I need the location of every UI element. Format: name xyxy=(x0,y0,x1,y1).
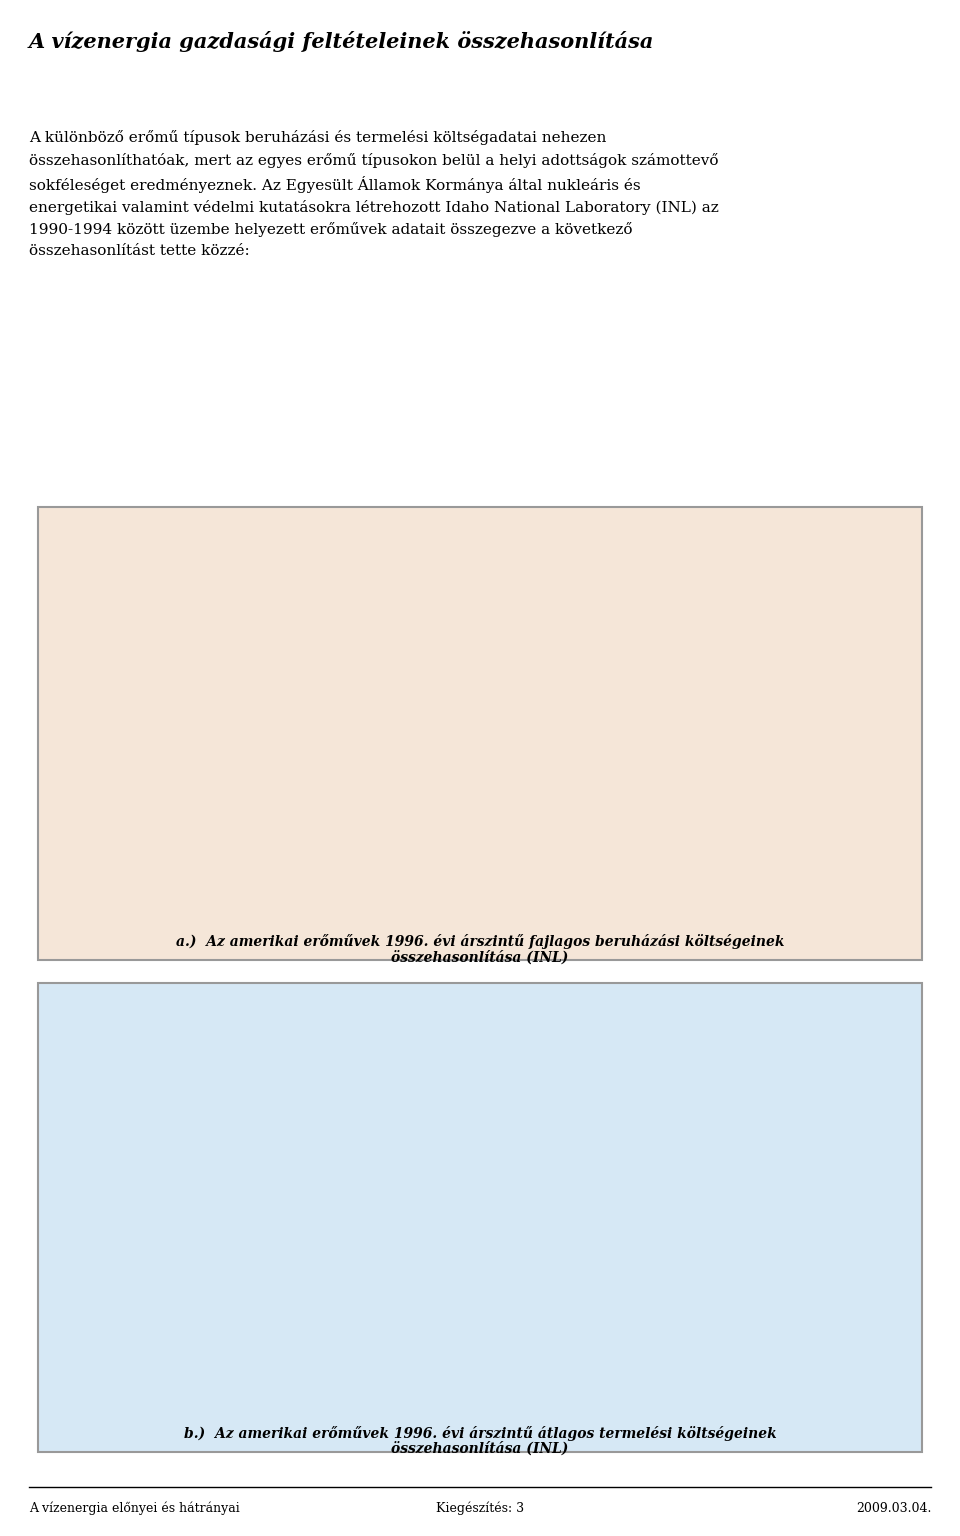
Text: b.)  Az amerikai erőművek 1996. évi árszintű átlagos termelési költségeinek: b.) Az amerikai erőművek 1996. évi árszi… xyxy=(183,1425,777,1441)
Text: összehasonlítása (INL): összehasonlítása (INL) xyxy=(392,951,568,965)
Bar xyxy=(362,1273,457,1319)
Text: 2009.03.04.: 2009.03.04. xyxy=(855,1502,931,1514)
Text: a.)  Az amerikai erőművek 1996. évi árszintű fajlagos beruházási költségeinek: a.) Az amerikai erőművek 1996. évi árszi… xyxy=(176,934,784,949)
Bar xyxy=(551,1347,646,1372)
Bar xyxy=(741,882,836,906)
Bar xyxy=(551,1326,646,1347)
Text: Kiegészítés: 3: Kiegészítés: 3 xyxy=(436,1502,524,1514)
Bar xyxy=(551,840,646,906)
Bar xyxy=(741,1066,836,1258)
Bar xyxy=(172,1381,267,1398)
Bar xyxy=(172,822,267,906)
Text: összehasonlítása (INL): összehasonlítása (INL) xyxy=(392,1442,568,1456)
Y-axis label: Átlagos termelési költség - UScent/kWh: Átlagos termelési költség - UScent/kWh xyxy=(63,1087,79,1339)
Bar xyxy=(362,1319,457,1398)
Bar xyxy=(362,574,457,906)
Legend: Üzemanyag, Karbantartás, Üzem: Üzemanyag, Karbantartás, Üzem xyxy=(132,1037,264,1106)
Text: A vízenergia gazdasági feltételeinek összehasonlítása: A vízenergia gazdasági feltételeinek öss… xyxy=(29,31,654,52)
Bar xyxy=(172,1227,267,1355)
Bar xyxy=(551,1372,646,1398)
Bar xyxy=(741,1335,836,1398)
Text: A különböző erőmű típusok beruházási és termelési költségadatai nehezen
összehas: A különböző erőmű típusok beruházási és … xyxy=(29,131,718,258)
Text: A vízenergia előnyei és hátrányai: A vízenergia előnyei és hátrányai xyxy=(29,1502,240,1514)
Bar xyxy=(362,1233,457,1273)
Bar xyxy=(172,1355,267,1381)
Bar xyxy=(741,1258,836,1335)
Y-axis label: Fajlagos beruházási költség - USD/kW: Fajlagos beruházási költség - USD/kW xyxy=(57,598,70,839)
